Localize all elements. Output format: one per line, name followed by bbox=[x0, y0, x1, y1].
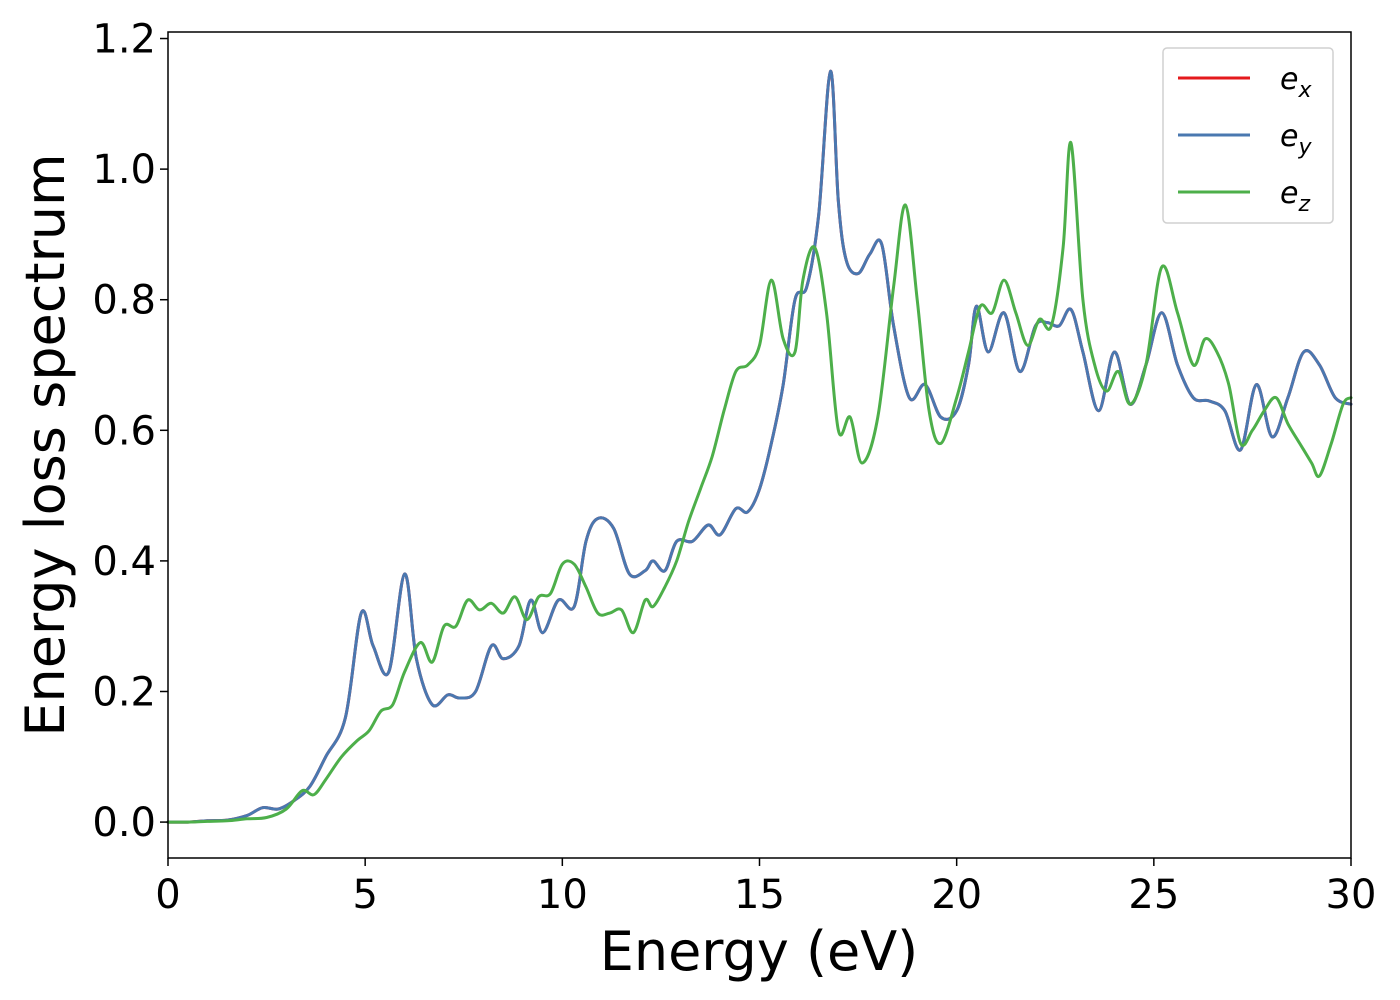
y-tick-label: 0.8 bbox=[92, 278, 156, 324]
legend-label-base: e bbox=[1280, 119, 1298, 154]
plot-background bbox=[168, 32, 1351, 858]
legend-label-base: e bbox=[1280, 62, 1298, 97]
y-axis-label: Energy loss spectrum bbox=[14, 153, 77, 736]
x-tick-label: 15 bbox=[734, 872, 785, 918]
series-line-ez bbox=[166, 141, 1353, 824]
legend-label-ey: ey bbox=[1280, 119, 1312, 160]
y-tick-label: 1.0 bbox=[92, 147, 156, 193]
y-tick-label: 0.2 bbox=[92, 669, 156, 715]
series-layer bbox=[166, 69, 1353, 824]
legend-label-subscript: z bbox=[1297, 192, 1310, 217]
x-axis-label: Energy (eV) bbox=[600, 920, 919, 983]
y-axis: 0.0 0.2 0.4 0.6 0.8 1.0 1.2 bbox=[92, 17, 168, 846]
legend-label-subscript: y bbox=[1297, 135, 1312, 160]
x-tick-label: 30 bbox=[1326, 872, 1377, 918]
x-tick-label: 10 bbox=[537, 872, 588, 918]
x-tick-label: 0 bbox=[155, 872, 180, 918]
y-tick-label: 0.4 bbox=[92, 539, 156, 585]
x-axis: 0 5 10 15 20 25 30 bbox=[155, 858, 1376, 918]
legend-label-ez: ez bbox=[1280, 176, 1310, 217]
legend-label-ex: ex bbox=[1280, 62, 1312, 103]
y-tick-label: 0.6 bbox=[92, 408, 156, 454]
legend-label-subscript: x bbox=[1297, 78, 1312, 103]
legend-label-base: e bbox=[1280, 176, 1298, 211]
x-tick-label: 5 bbox=[352, 872, 377, 918]
x-tick-label: 20 bbox=[931, 872, 982, 918]
x-tick-label: 25 bbox=[1128, 872, 1179, 918]
y-tick-label: 0.0 bbox=[92, 800, 156, 846]
y-tick-label: 1.2 bbox=[92, 17, 156, 63]
